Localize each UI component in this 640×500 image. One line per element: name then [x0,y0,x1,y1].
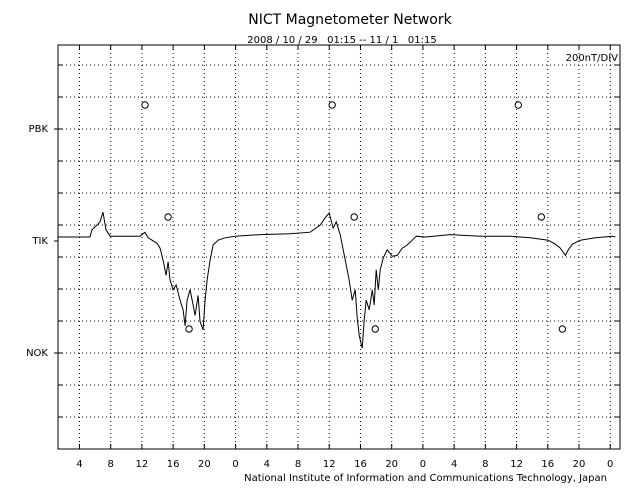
data-line [58,211,616,349]
x-tick-label: 8 [108,459,114,470]
marker [514,101,522,109]
y-tick-label: TIK [31,236,48,247]
marker [141,101,149,109]
marker [371,325,379,333]
chart-title: NICT Magnetometer Network [248,12,452,28]
x-tick-label: 12 [323,459,336,470]
x-tick-label: 4 [451,459,457,470]
x-tick-label: 20 [573,459,586,470]
x-tick-label: 20 [198,459,211,470]
x-tick-label: 8 [295,459,301,470]
x-tick-label: 16 [354,459,367,470]
marker [164,213,172,221]
marker [328,101,336,109]
x-tick-label: 16 [541,459,554,470]
x-tick-label: 20 [385,459,398,470]
footer: National Institute of Information and Co… [244,473,607,484]
x-tick-label: 4 [264,459,270,470]
x-tick-label: 4 [76,459,82,470]
chart-subtitle: 2008 / 10 / 29 01:15 -- 11 / 1 01:15 [247,35,436,46]
scale-label: 200nT/DIV [566,53,619,64]
x-tick-label: 0 [232,459,238,470]
marker [185,325,193,333]
x-tick-label: 0 [607,459,613,470]
plot-frame [57,44,621,450]
marker [350,213,358,221]
marker [558,325,567,333]
x-tick-label: 16 [167,459,180,470]
x-tick-label: 0 [420,459,426,470]
y-tick-label: PBK [29,124,49,135]
x-tick-label: 8 [482,459,488,470]
x-tick-label: 12 [510,459,523,470]
marker [537,213,546,221]
x-tick-label: 12 [136,459,149,470]
y-tick-label: NOK [26,348,48,359]
